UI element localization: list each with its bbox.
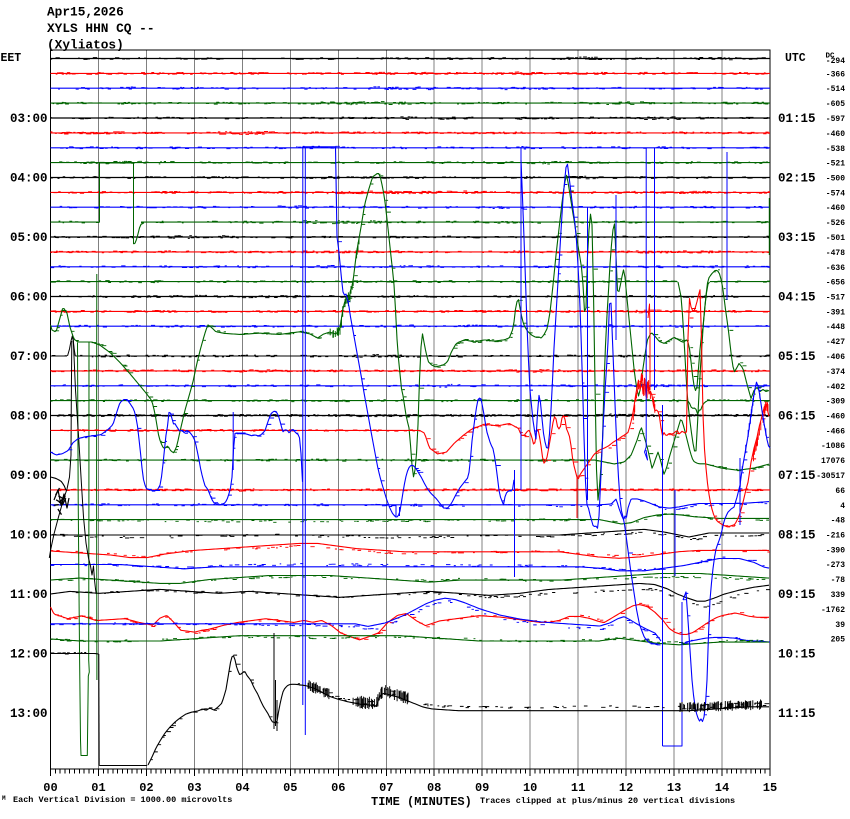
svg-text:09: 09: [475, 781, 489, 795]
svg-text:-514: -514: [826, 85, 845, 94]
svg-text:13:00: 13:00: [10, 707, 48, 721]
svg-text:M: M: [2, 795, 6, 802]
svg-text:-390: -390: [826, 546, 845, 555]
svg-text:00: 00: [43, 781, 57, 795]
svg-text:03:00: 03:00: [10, 112, 48, 126]
svg-text:-460: -460: [826, 204, 845, 213]
svg-text:(Xyliatos): (Xyliatos): [47, 38, 124, 53]
svg-text:-460: -460: [826, 413, 845, 422]
svg-text:04:00: 04:00: [10, 172, 48, 186]
svg-text:-309: -309: [826, 398, 845, 407]
svg-text:12: 12: [619, 781, 633, 795]
svg-text:-294: -294: [826, 57, 845, 66]
svg-text:-391: -391: [826, 308, 845, 317]
svg-text:08:00: 08:00: [10, 410, 48, 424]
svg-text:08:15: 08:15: [778, 529, 816, 543]
svg-text:06: 06: [331, 781, 345, 795]
svg-text:-273: -273: [826, 561, 845, 570]
svg-text:-466: -466: [826, 427, 845, 436]
svg-text:-448: -448: [826, 323, 845, 332]
svg-text:09:00: 09:00: [10, 469, 48, 483]
svg-text:09:15: 09:15: [778, 588, 816, 602]
svg-text:Apr15,2026: Apr15,2026: [47, 5, 124, 20]
svg-text:11:15: 11:15: [778, 707, 816, 721]
svg-text:02: 02: [139, 781, 153, 795]
svg-text:-517: -517: [826, 294, 845, 303]
svg-text:01: 01: [91, 781, 105, 795]
svg-text:-500: -500: [826, 175, 845, 184]
svg-text:12:00: 12:00: [10, 648, 48, 662]
svg-text:08: 08: [427, 781, 441, 795]
svg-text:66: 66: [835, 487, 845, 496]
svg-text:15: 15: [763, 781, 777, 795]
svg-text:EET: EET: [1, 52, 22, 65]
svg-text:-366: -366: [826, 70, 845, 79]
svg-text:01:15: 01:15: [778, 112, 816, 126]
svg-text:-521: -521: [826, 160, 845, 169]
svg-text:Traces clipped at plus/minus 2: Traces clipped at plus/minus 20 vertical…: [480, 796, 735, 806]
svg-text:XYLS HHN CQ --: XYLS HHN CQ --: [47, 21, 155, 36]
svg-text:-526: -526: [826, 219, 845, 228]
svg-text:-501: -501: [826, 234, 845, 243]
svg-text:11:00: 11:00: [10, 588, 48, 602]
svg-text:205: 205: [831, 636, 846, 645]
svg-text:-597: -597: [826, 115, 845, 124]
svg-text:339: 339: [831, 591, 846, 600]
svg-text:-538: -538: [826, 145, 845, 154]
svg-text:-30517: -30517: [816, 472, 845, 481]
svg-text:13: 13: [667, 781, 681, 795]
svg-text:-1762: -1762: [821, 606, 845, 615]
svg-text:05: 05: [283, 781, 297, 795]
svg-text:05:00: 05:00: [10, 231, 48, 245]
svg-text:04:15: 04:15: [778, 291, 816, 305]
svg-text:-656: -656: [826, 279, 845, 288]
svg-text:-402: -402: [826, 383, 845, 392]
svg-text:-574: -574: [826, 189, 845, 198]
svg-text:03: 03: [187, 781, 201, 795]
svg-text:07:15: 07:15: [778, 469, 816, 483]
svg-text:4: 4: [840, 502, 845, 511]
svg-text:06:15: 06:15: [778, 410, 816, 424]
svg-text:-427: -427: [826, 338, 845, 347]
svg-text:10:15: 10:15: [778, 648, 816, 662]
svg-text:05:15: 05:15: [778, 350, 816, 364]
svg-text:07:00: 07:00: [10, 350, 48, 364]
svg-text:03:15: 03:15: [778, 231, 816, 245]
svg-text:-374: -374: [826, 368, 845, 377]
svg-text:DC: DC: [826, 53, 836, 61]
svg-text:02:15: 02:15: [778, 172, 816, 186]
svg-text:10:00: 10:00: [10, 529, 48, 543]
svg-text:-605: -605: [826, 100, 845, 109]
svg-text:39: 39: [835, 621, 845, 630]
svg-text:07: 07: [379, 781, 393, 795]
svg-text:TIME (MINUTES): TIME (MINUTES): [371, 795, 472, 809]
svg-text:-216: -216: [826, 532, 845, 541]
svg-text:-478: -478: [826, 249, 845, 258]
svg-text:-1086: -1086: [821, 442, 845, 451]
svg-text:04: 04: [235, 781, 249, 795]
svg-text:11: 11: [571, 781, 585, 795]
svg-text:-636: -636: [826, 264, 845, 273]
svg-text:17076: 17076: [821, 457, 845, 466]
svg-text:UTC: UTC: [785, 52, 806, 65]
svg-text:Each Vertical Division = 1000.: Each Vertical Division = 1000.00 microvo…: [13, 795, 232, 805]
svg-text:-48: -48: [831, 517, 846, 526]
svg-text:06:00: 06:00: [10, 291, 48, 305]
svg-text:-406: -406: [826, 353, 845, 362]
svg-text:14: 14: [715, 781, 729, 795]
svg-text:-460: -460: [826, 130, 845, 139]
svg-text:10: 10: [523, 781, 537, 795]
svg-text:-78: -78: [831, 576, 846, 585]
